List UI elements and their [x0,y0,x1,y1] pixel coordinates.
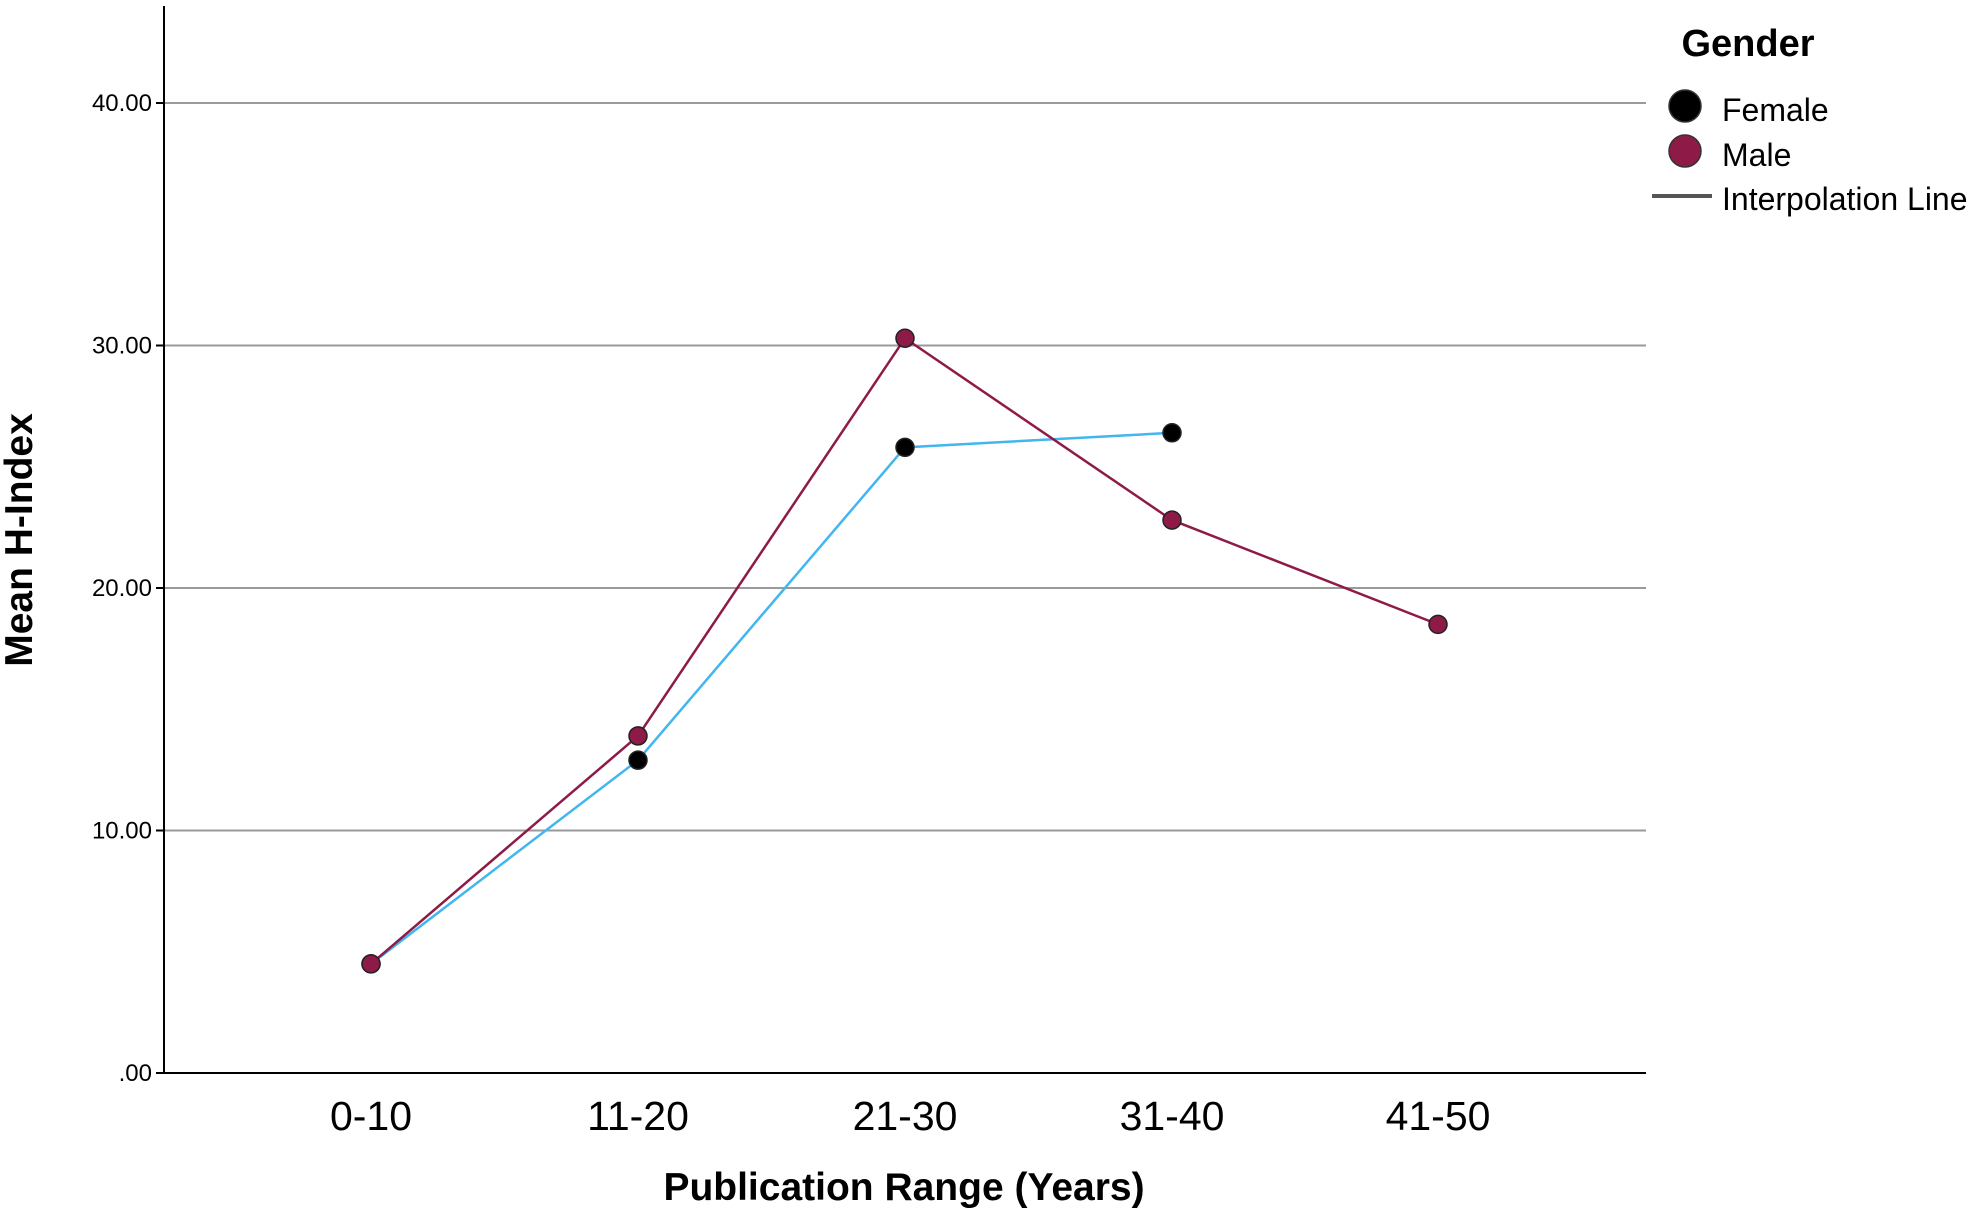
x-tick-label: 0-10 [330,1093,412,1139]
x-axis-ticks: 0-10 11-20 21-30 31-40 41-50 [330,1093,1490,1139]
legend-interpolation-label: Interpolation Line [1722,181,1968,217]
gridlines [164,102,1646,832]
legend-female-marker [1668,89,1702,123]
x-tick-label: 41-50 [1386,1093,1491,1139]
data-point-female [628,750,648,770]
y-axis-ticks: .00 10.00 20.00 30.00 40.00 [92,90,164,1087]
y-tick-label: 20.00 [92,575,152,602]
data-point-male [628,726,648,746]
y-tick-label: .00 [119,1060,152,1087]
series-line-male [370,336,1439,965]
legend-male-label: Male [1722,137,1791,173]
legend: Gender Female Male Interpolation Line [1652,23,1968,217]
series-line-female [370,431,1173,965]
y-tick-label: 30.00 [92,333,152,360]
x-tick-label: 11-20 [587,1093,689,1139]
y-tick-label: 40.00 [92,90,152,117]
legend-male-marker [1668,134,1702,168]
data-point-female [1162,423,1182,443]
x-tick-label: 31-40 [1120,1093,1225,1139]
data-point-male [895,328,915,348]
data-point-male [361,954,381,974]
y-tick-label: 10.00 [92,818,152,845]
legend-title: Gender [1681,23,1814,65]
series-lines [370,336,1439,965]
data-point-female [895,437,915,458]
legend-female-label: Female [1722,92,1829,128]
data-point-male [1162,510,1182,530]
x-axis-title: Publication Range (Years) [663,1166,1144,1209]
y-axis-title: Mean H-Index [0,413,41,667]
x-tick-label: 21-30 [853,1093,958,1139]
series-points [361,328,1448,974]
data-point-male [1428,614,1448,635]
